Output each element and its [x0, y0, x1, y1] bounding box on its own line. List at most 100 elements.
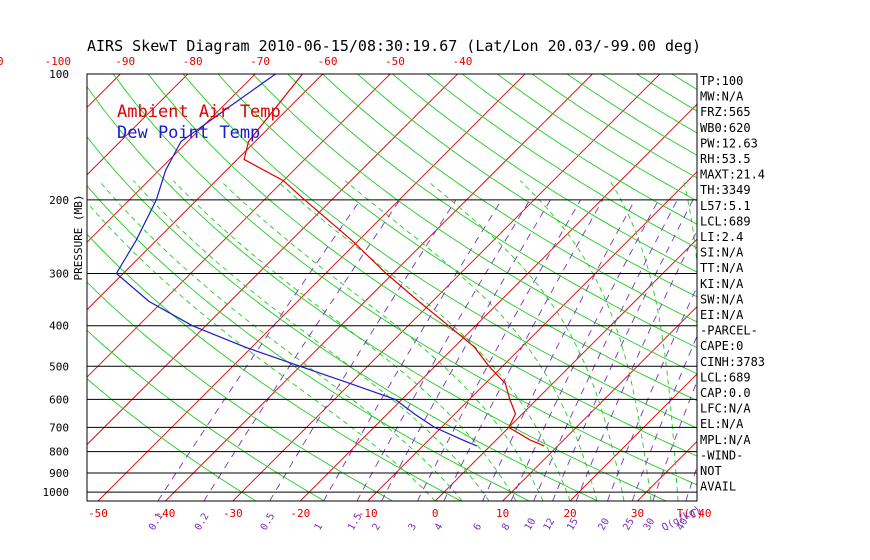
isotherm-line — [87, 74, 391, 378]
dry-adiabat-line — [217, 74, 697, 402]
dry-adiabat-line — [427, 74, 697, 249]
sounding-index-26: AVAIL — [700, 480, 736, 494]
dry-adiabat-line — [252, 74, 697, 375]
pressure-tick-label: 500 — [49, 360, 69, 373]
sounding-index-17: CAPE:0 — [700, 339, 743, 353]
mixing-ratio-label: 2 — [371, 522, 384, 533]
mixing-ratio-line — [533, 199, 678, 501]
sounding-index-10: LI:2.4 — [700, 230, 743, 244]
dewpoint-series — [115, 74, 478, 447]
mixing-ratio-line — [685, 465, 697, 501]
mixing-ratio-label: 20 — [597, 517, 613, 533]
mixing-ratio-label: 0.2 — [193, 511, 212, 532]
isotherm-line — [97, 74, 526, 501]
mixing-ratio-label: 0.5 — [259, 511, 278, 532]
dry-adiabat-line — [87, 329, 325, 501]
bottom-temp-tick-label: -50 — [88, 507, 108, 520]
dry-adiabat-line — [392, 74, 697, 273]
moist-adiabat-line — [276, 180, 571, 501]
dry-adiabat-line — [112, 74, 697, 486]
dry-adiabat-line — [87, 378, 257, 501]
moist-adiabat-line — [344, 180, 598, 501]
bottom-temp-tick-label: -20 — [290, 507, 310, 520]
mixing-ratio-line — [482, 199, 636, 501]
top-temp-tick-label: -60 — [318, 55, 338, 68]
bottom-temp-tick-label: -10 — [358, 507, 378, 520]
mixing-ratio-label: 4 — [433, 522, 446, 533]
mixing-ratio-label: 15 — [565, 517, 581, 533]
sounding-index-25: NOT — [700, 464, 722, 478]
isotherm-line — [87, 74, 458, 446]
dry-adiabat-line — [87, 281, 393, 501]
chart-title: AIRS SkewT Diagram 2010-06-15/08:30:19.6… — [87, 37, 701, 55]
pressure-tick-label: 300 — [49, 268, 69, 281]
moist-adiabat-line — [427, 180, 625, 501]
ambient-temp-series — [243, 74, 545, 447]
bottom-temp-tick-label: 20 — [563, 507, 576, 520]
pressure-tick-label: 100 — [49, 68, 69, 81]
moist-adiabat-line — [609, 180, 679, 501]
isotherm-line — [502, 305, 697, 501]
dry-adiabat-line — [357, 74, 697, 298]
mixing-ratio-line — [381, 199, 551, 501]
sounding-index-15: EI:N/A — [700, 308, 744, 322]
mixing-ratio-line — [510, 199, 659, 501]
dry-adiabat-line — [496, 74, 697, 202]
moist-adiabat-line — [220, 180, 544, 501]
sounding-index-23: MPL:N/A — [700, 433, 751, 447]
legend-dewpoint-temp: Dew Point Temp — [117, 123, 260, 143]
isotherm-line — [87, 74, 324, 311]
dry-adiabat-line — [287, 74, 697, 349]
dry-adiabat-line — [87, 136, 599, 501]
bottom-temp-tick-label: 30 — [631, 507, 644, 520]
mixing-ratio-line — [269, 199, 457, 501]
mixing-ratio-line — [417, 199, 581, 501]
bottom-temp-tick-label: 10 — [496, 507, 509, 520]
mixing-ratio-label: 8 — [500, 522, 513, 533]
sounding-index-21: LFC:N/A — [700, 402, 751, 416]
isotherm-line — [165, 74, 593, 501]
mixing-ratio-label: 6 — [472, 522, 485, 533]
sounding-index-22: EL:N/A — [700, 417, 744, 431]
plot-frame — [86, 73, 698, 502]
pressure-tick-label: 200 — [49, 194, 69, 207]
y-axis-label: PRESSURE (MB) — [72, 194, 85, 280]
sounding-index-9: LCL:689 — [700, 214, 751, 228]
mixing-ratio-line — [606, 285, 697, 501]
pressure-tick-label: 700 — [49, 421, 69, 434]
mixing-ratio-line — [552, 199, 694, 501]
mixing-ratio-line — [203, 199, 401, 501]
sounding-index-20: CAP:0.0 — [700, 386, 751, 400]
mixing-ratio-label: 12 — [542, 517, 558, 533]
legend-ambient-temp: Ambient Air Temp — [117, 102, 281, 122]
top-temp-tick-label: -70 — [250, 55, 270, 68]
sounding-index-13: KI:N/A — [700, 277, 744, 291]
sounding-index-2: FRZ:565 — [700, 105, 751, 119]
mixing-ratio-label: 25 — [621, 517, 637, 533]
sounding-index-1: MW:N/A — [700, 90, 744, 104]
bottom-temp-tick-label: 0 — [432, 507, 439, 520]
top-temp-tick-label: -40 — [453, 55, 473, 68]
plot-area — [87, 74, 697, 501]
sounding-index-11: SI:N/A — [700, 246, 744, 260]
mixing-ratio-line — [443, 199, 604, 501]
mixing-ratio-line — [631, 335, 697, 501]
top-temp-tick-label: -50 — [385, 55, 405, 68]
pressure-tick-label: 800 — [49, 446, 69, 459]
mixing-ratio-line — [323, 199, 502, 501]
isotherm-line — [569, 373, 697, 501]
sounding-index-14: SW:N/A — [700, 292, 744, 306]
dry-adiabat-line — [87, 85, 667, 501]
pressure-tick-label: 400 — [49, 320, 69, 333]
mixing-ratio-label: 3 — [407, 522, 420, 533]
dry-adiabat-line — [182, 74, 697, 429]
sounding-index-19: LCL:689 — [700, 370, 751, 384]
dry-adiabat-line — [147, 74, 697, 457]
mixing-ratio-line — [575, 229, 697, 501]
bottom-temp-tick-label: -40 — [156, 507, 176, 520]
isotherm-line — [87, 74, 189, 176]
sounding-index-18: CINH:3783 — [700, 355, 765, 369]
moist-adiabat-line — [98, 180, 463, 501]
sounding-index-0: TP:100 — [700, 74, 743, 88]
